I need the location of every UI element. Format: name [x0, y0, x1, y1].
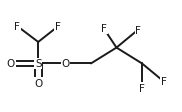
Text: F: F: [101, 24, 107, 34]
Text: O: O: [34, 79, 42, 88]
Text: F: F: [55, 22, 61, 32]
Text: F: F: [135, 25, 141, 35]
Text: O: O: [61, 59, 70, 69]
Text: F: F: [139, 84, 145, 93]
Text: S: S: [35, 59, 41, 69]
Text: F: F: [14, 22, 20, 32]
Text: O: O: [7, 59, 15, 69]
Text: F: F: [161, 77, 167, 87]
